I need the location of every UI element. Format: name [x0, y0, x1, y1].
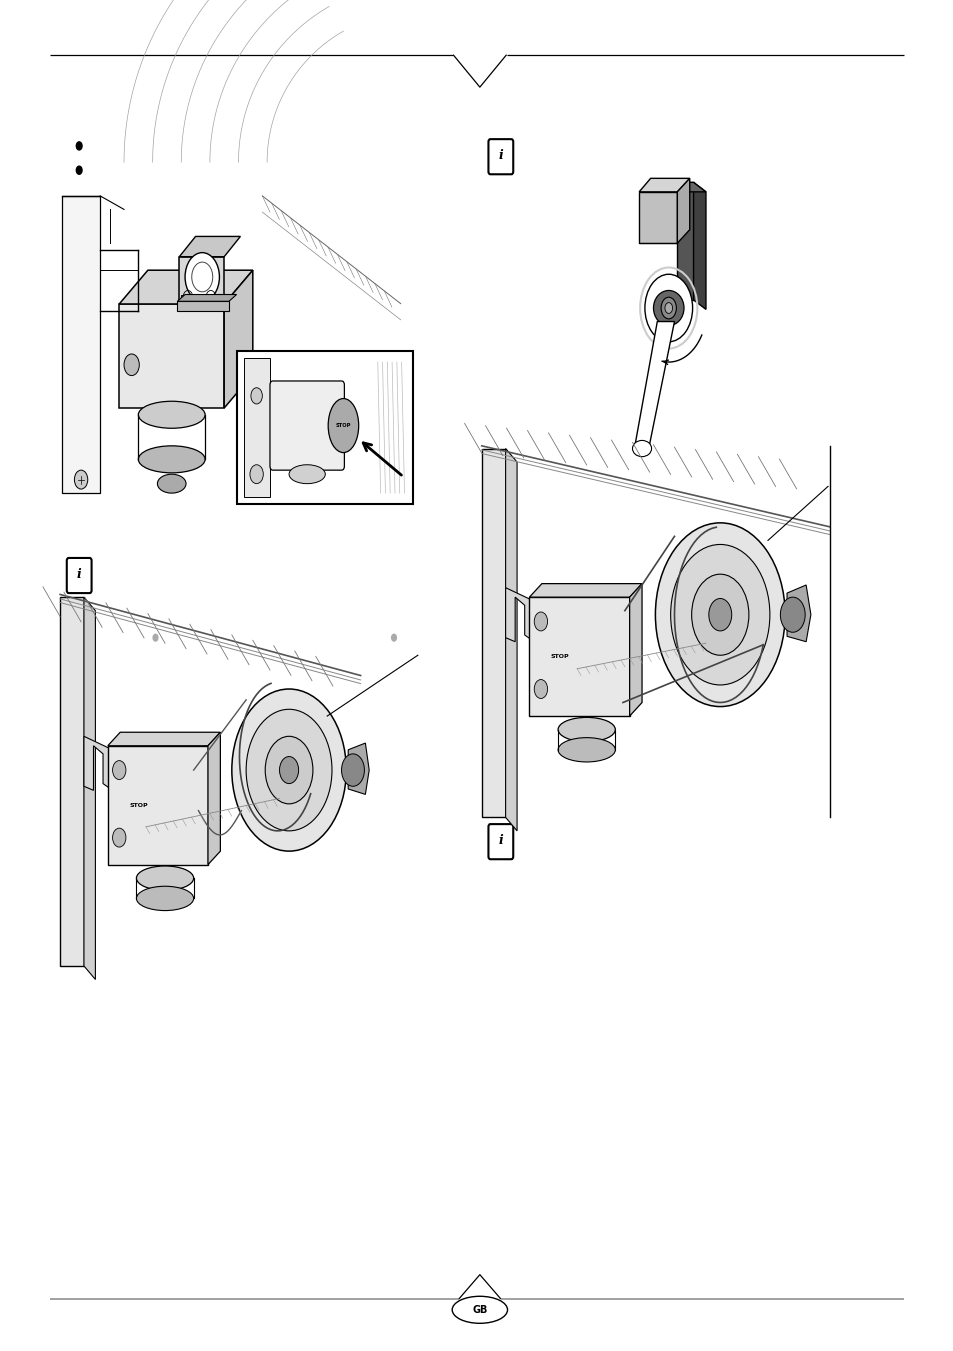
Polygon shape	[693, 182, 705, 309]
Ellipse shape	[138, 446, 205, 473]
Polygon shape	[529, 597, 629, 716]
Polygon shape	[505, 449, 517, 831]
Polygon shape	[677, 182, 705, 192]
FancyBboxPatch shape	[67, 558, 91, 593]
Polygon shape	[108, 732, 220, 746]
Ellipse shape	[558, 738, 615, 762]
Polygon shape	[119, 304, 224, 408]
FancyBboxPatch shape	[270, 381, 344, 470]
Circle shape	[341, 754, 364, 786]
Polygon shape	[639, 192, 677, 243]
Polygon shape	[108, 746, 208, 865]
Ellipse shape	[558, 717, 615, 742]
Circle shape	[112, 761, 126, 780]
Polygon shape	[119, 270, 253, 304]
Polygon shape	[677, 182, 693, 300]
Ellipse shape	[328, 399, 358, 453]
Circle shape	[232, 689, 346, 851]
Text: GB: GB	[472, 1305, 487, 1315]
Ellipse shape	[632, 440, 651, 457]
Circle shape	[251, 388, 262, 404]
Circle shape	[246, 709, 332, 831]
Circle shape	[664, 303, 672, 313]
Text: i: i	[77, 567, 81, 581]
Polygon shape	[505, 588, 534, 642]
Polygon shape	[629, 584, 641, 716]
Circle shape	[391, 634, 396, 642]
Text: STOP: STOP	[129, 802, 148, 808]
Circle shape	[124, 354, 139, 376]
Polygon shape	[60, 597, 84, 966]
Polygon shape	[200, 295, 222, 301]
Circle shape	[112, 828, 126, 847]
Polygon shape	[677, 178, 689, 243]
Circle shape	[250, 465, 263, 484]
Circle shape	[279, 757, 298, 784]
Circle shape	[708, 598, 731, 631]
Ellipse shape	[138, 401, 205, 428]
Text: STOP: STOP	[335, 423, 351, 428]
Circle shape	[534, 680, 547, 698]
Polygon shape	[177, 295, 236, 301]
Polygon shape	[639, 178, 689, 192]
Circle shape	[691, 574, 748, 655]
Circle shape	[74, 470, 88, 489]
Polygon shape	[179, 257, 224, 304]
Circle shape	[152, 634, 157, 642]
Polygon shape	[181, 295, 195, 301]
Text: i: i	[498, 834, 502, 847]
Circle shape	[265, 736, 313, 804]
Bar	[236, 351, 413, 504]
Ellipse shape	[289, 465, 325, 484]
Polygon shape	[348, 743, 369, 794]
Ellipse shape	[653, 290, 683, 326]
Polygon shape	[224, 270, 253, 408]
Polygon shape	[208, 732, 220, 865]
FancyBboxPatch shape	[488, 139, 513, 174]
Ellipse shape	[136, 866, 193, 890]
Text: i: i	[498, 149, 502, 162]
Polygon shape	[179, 236, 240, 257]
Circle shape	[644, 274, 692, 342]
Polygon shape	[84, 597, 95, 979]
Polygon shape	[481, 449, 505, 817]
Text: STOP: STOP	[550, 654, 569, 659]
Circle shape	[185, 253, 219, 301]
Polygon shape	[84, 736, 112, 790]
Polygon shape	[244, 358, 270, 497]
Circle shape	[76, 142, 82, 150]
Polygon shape	[62, 196, 100, 493]
FancyBboxPatch shape	[488, 824, 513, 859]
Polygon shape	[529, 584, 641, 597]
Ellipse shape	[136, 886, 193, 911]
Circle shape	[534, 612, 547, 631]
Ellipse shape	[157, 474, 186, 493]
Circle shape	[780, 597, 804, 632]
Polygon shape	[177, 301, 229, 311]
Circle shape	[660, 297, 676, 319]
Polygon shape	[634, 322, 674, 449]
Circle shape	[655, 523, 784, 707]
Circle shape	[670, 544, 769, 685]
Circle shape	[76, 166, 82, 174]
Polygon shape	[786, 585, 810, 642]
